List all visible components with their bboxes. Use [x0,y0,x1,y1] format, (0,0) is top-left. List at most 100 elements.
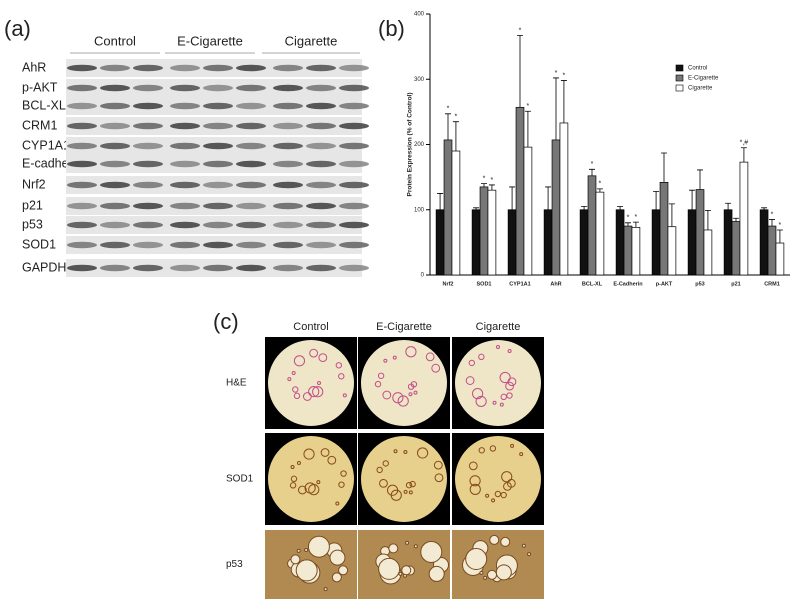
blot-band [236,202,266,210]
blot-band [339,264,369,272]
histology-column-label: Control [293,321,328,333]
blot-band [339,142,369,150]
tissue-detail [338,565,349,576]
x-tick-label: p21 [731,281,740,287]
tissue-detail [413,544,418,549]
error-bar [697,169,703,190]
error-bar [632,221,639,228]
x-tick-label: BCL-XL [582,281,603,287]
blot-band [67,160,97,168]
blot-band [273,160,303,168]
tissue-detail [506,392,513,399]
tissue-detail [409,480,416,488]
tissue-detail [290,465,295,470]
bar [667,226,677,276]
blot-band [67,102,97,110]
tissue-detail [379,478,388,488]
blot-band [273,102,303,110]
x-tick-label: p-AKT [656,281,673,287]
tissue-detail [329,549,346,566]
tissue-detail [489,534,500,545]
blot-band [203,64,233,72]
bar [595,191,605,276]
blot-band [203,102,233,110]
blot-row-label: AhR [22,60,46,74]
blot-band [203,221,233,229]
tissue-detail [388,543,399,554]
legend-swatch [675,64,684,72]
error-bar [545,186,552,210]
blot-band [100,122,130,130]
tissue-detail [401,565,412,576]
tissue-section [361,436,447,522]
blot-band [133,84,163,92]
blot-band [339,102,369,110]
blot-row-label: BCL-XL [22,98,66,112]
tissue-detail [491,498,496,503]
blot-band [100,241,130,249]
blot-band [100,221,130,229]
tissue-detail [483,575,488,580]
tissue-detail [307,535,330,558]
tissue-detail [292,386,299,393]
tissue-detail [499,402,504,407]
blot-band [67,84,97,92]
significance: * [627,215,630,222]
bar [579,209,589,276]
significance: * [527,103,530,110]
legend-swatch [675,84,684,92]
blot-band [339,202,369,210]
blot-band [203,181,233,189]
tissue-detail [500,536,511,547]
blot-row-label: SOD1 [22,237,56,251]
tissue-detail [510,443,515,448]
tissue-detail [287,377,292,382]
error-bar [625,222,631,227]
bar [507,209,517,276]
blot-band [170,181,200,189]
bar [775,242,785,276]
tissue-detail [327,455,337,465]
tissue-detail [494,490,502,498]
blot-band [339,160,369,168]
tissue-detail [377,372,385,379]
significance: * [771,211,774,218]
tissue-section [361,340,447,426]
error-bar [733,217,739,222]
tissue-detail [304,547,309,552]
bar [623,225,633,276]
blot-band [273,64,303,72]
blot-band [133,221,163,229]
blot-band [203,142,233,150]
blot-band [67,202,97,210]
tissue-detail [405,346,417,358]
tissue-section [455,340,541,426]
x-tick-label: AhR [550,281,561,287]
blot-band [67,142,97,150]
error-bar [725,202,732,210]
bar [731,221,741,276]
blot-band [170,160,200,168]
blot-band [203,84,233,92]
significance: * [555,70,558,77]
blot-band [100,181,130,189]
tissue-detail [519,452,524,457]
tissue-detail [393,449,398,454]
tissue-detail [316,480,321,485]
tissue-detail [291,371,296,375]
blot-band [203,122,233,130]
tissue-detail [312,386,324,398]
blot-band [133,264,163,272]
histology-column-label: Cigarette [476,321,521,333]
blot-group-label: Cigarette [285,33,338,48]
bar [435,209,445,276]
tissue-detail [495,564,512,581]
blot-band [170,142,200,150]
tissue-detail [407,383,415,390]
error-bar [553,77,559,140]
blot-band [236,142,266,150]
significance: * [591,161,594,168]
error-bar [517,35,523,108]
tissue-detail [383,358,388,363]
